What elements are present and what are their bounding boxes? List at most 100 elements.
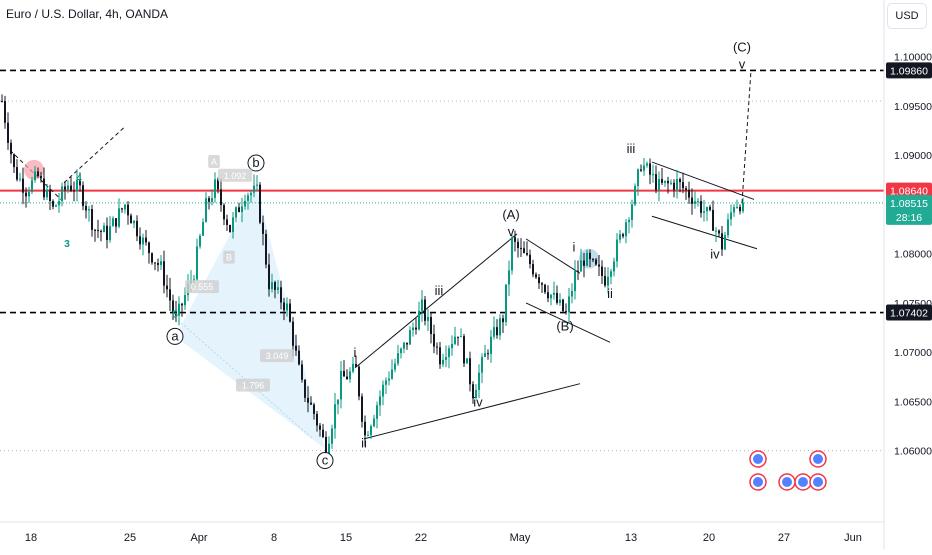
candle-body (580, 260, 582, 272)
candle-body (136, 220, 138, 237)
candle-body (316, 413, 318, 426)
candle-body (292, 321, 294, 346)
c-channel-lower[interactable] (651, 215, 758, 250)
candle-body (685, 188, 687, 190)
currency-button[interactable]: USD (887, 3, 927, 29)
candle-body (400, 348, 402, 354)
candle-body (712, 209, 714, 231)
candle-body (319, 425, 321, 430)
wave-label: (A) (502, 207, 519, 222)
candle-body (742, 202, 744, 212)
c-channel-upper[interactable] (651, 161, 755, 200)
candle-body (634, 185, 636, 205)
candle-body (169, 289, 171, 301)
wave-label-c: c (322, 453, 329, 468)
candle-body (127, 204, 129, 216)
candle-body (445, 357, 447, 360)
candle-body (622, 234, 624, 237)
wave-label: (B) (556, 318, 573, 333)
candle-body (118, 208, 120, 227)
candle-body (694, 201, 696, 204)
candle-body (340, 370, 342, 400)
wave-label: ii (361, 436, 367, 451)
candle-body (415, 327, 417, 330)
price-tick-label: 1.09500 (894, 101, 932, 113)
date-tick-label: Apr (190, 532, 207, 544)
candle-body (661, 179, 663, 183)
candle-body (247, 195, 249, 201)
candle-body (502, 318, 504, 323)
candle-body (733, 207, 735, 213)
candle-body (643, 165, 645, 171)
fib-line (174, 317, 314, 440)
fib-label: 0.555 (191, 282, 214, 292)
candle-body (298, 350, 300, 365)
date-tick-label: 18 (25, 532, 37, 544)
candle-body (160, 261, 162, 266)
early-trendline-2[interactable] (63, 127, 125, 184)
projection-line[interactable] (741, 70, 752, 203)
candle-body (439, 347, 441, 365)
candle-body (601, 266, 603, 276)
date-tick-label: Jun (844, 532, 862, 544)
candle-body (538, 277, 540, 284)
b-channel-lower[interactable] (525, 302, 611, 343)
candle-body (205, 198, 207, 223)
candle-body (121, 208, 123, 210)
candle-body (529, 254, 531, 265)
candle-body (550, 294, 552, 299)
candle-body (313, 404, 315, 414)
candle-body (256, 184, 258, 186)
candle-body (25, 192, 27, 197)
candle-body (442, 359, 444, 365)
candle-body (112, 218, 114, 227)
candle-body (4, 101, 6, 123)
fib-zone (175, 186, 325, 449)
candle-body (73, 190, 75, 192)
fib-label: A (211, 157, 217, 167)
b-channel-upper[interactable] (525, 238, 581, 274)
candle-body (523, 248, 525, 253)
candle-body (241, 206, 243, 213)
candle-body (640, 169, 642, 171)
candle-body (739, 206, 741, 212)
triangle-upper-line[interactable] (354, 233, 518, 369)
candle-body (58, 201, 60, 206)
candle-body (37, 171, 39, 176)
candle-body (352, 363, 354, 372)
fib-label-box (260, 349, 294, 363)
candle-body (235, 207, 237, 218)
candle-body (436, 346, 438, 348)
candle-body (265, 233, 267, 265)
candle-body (616, 239, 618, 262)
wave-label: iv (473, 394, 483, 409)
candle-body (109, 226, 111, 241)
candle-body (358, 366, 360, 397)
candle-body (625, 222, 627, 237)
candle-body (697, 201, 699, 203)
candle-body (124, 204, 126, 210)
date-tick-label: 25 (124, 532, 136, 544)
candle-body (574, 270, 576, 292)
candle-body (94, 229, 96, 231)
flag-event-icon-1-inner (798, 477, 808, 487)
candle-body (727, 219, 729, 236)
candle-body (322, 429, 324, 437)
candle-body (691, 197, 693, 204)
date-tick-label: 27 (778, 532, 790, 544)
candle-body (637, 169, 639, 186)
globe-event-icon-inner (813, 454, 823, 464)
candle-body (172, 300, 174, 312)
triangle-lower-line[interactable] (363, 383, 581, 440)
candle-body (610, 271, 612, 277)
candle-body (703, 211, 705, 213)
candle-body (394, 363, 396, 370)
candle-body (142, 237, 144, 245)
candle-body (679, 179, 681, 183)
level-tag-1: 1.08640 (890, 186, 928, 198)
flag-event-icon-2-inner (813, 477, 823, 487)
candle-body (304, 379, 306, 398)
candle-body (466, 358, 468, 364)
